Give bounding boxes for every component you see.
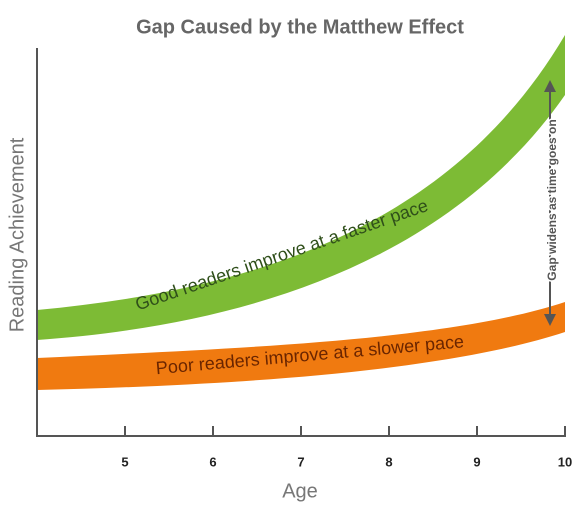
x-tick-label: 8 — [385, 454, 392, 469]
y-axis-label: Reading Achievement — [6, 137, 28, 332]
x-axis-label: Age — [282, 480, 318, 502]
gap-annotation: Gap widens as time goes on — [545, 119, 559, 280]
x-tick-label: 10 — [558, 454, 572, 469]
x-ticks: 5 6 7 8 9 10 — [121, 426, 572, 469]
x-tick-label: 9 — [473, 454, 480, 469]
x-tick-label: 5 — [121, 454, 128, 469]
title: Gap Caused by the Matthew Effect — [136, 16, 464, 38]
poor-band — [37, 302, 565, 390]
good-band — [37, 35, 565, 340]
x-tick-label: 7 — [297, 454, 304, 469]
x-tick-label: 6 — [209, 454, 216, 469]
